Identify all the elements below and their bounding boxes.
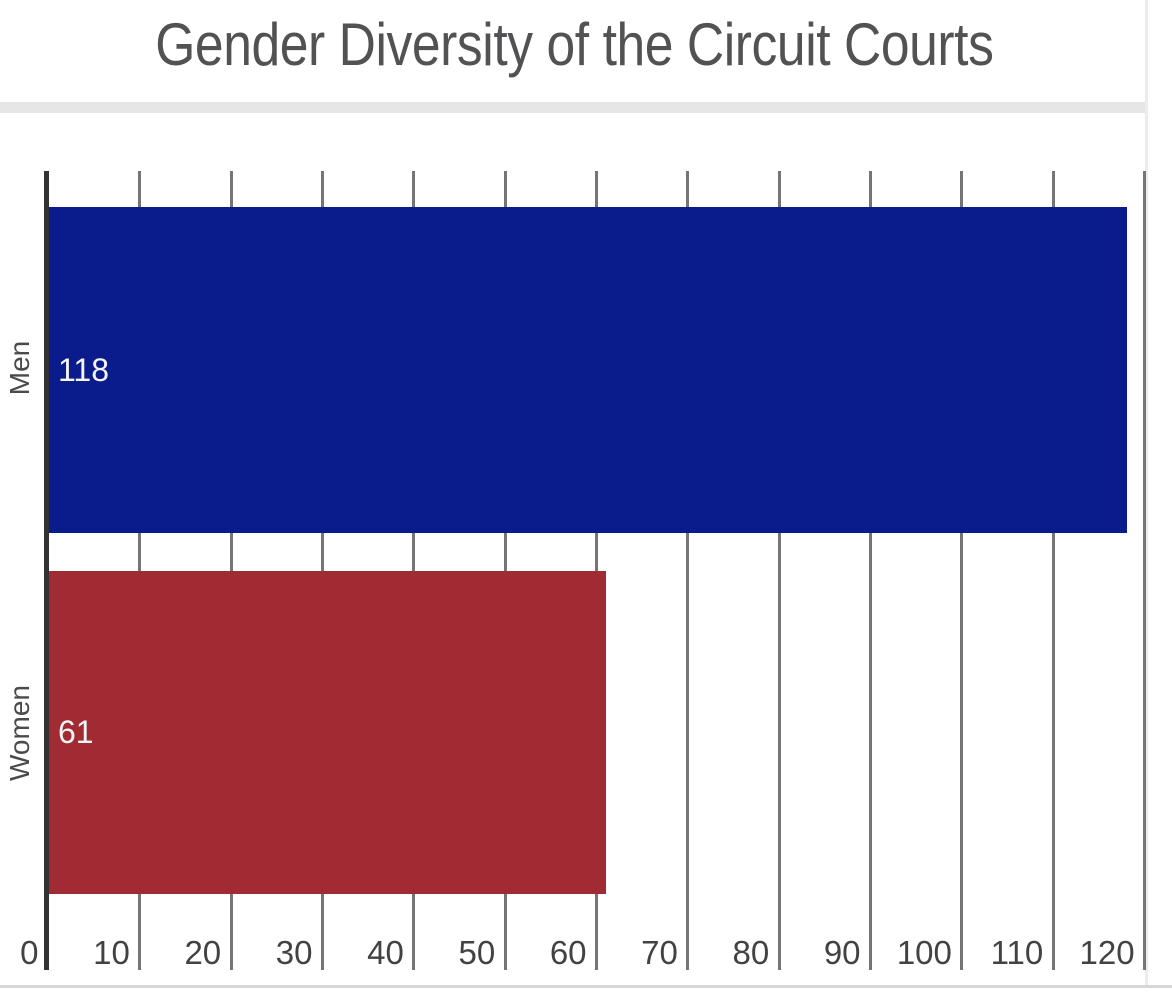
bar-men[interactable]: 118 [49, 207, 1127, 533]
x-gridline-100 [960, 171, 964, 970]
x-tick-label-70: 70 [641, 934, 678, 971]
x-tick-label-10: 10 [93, 934, 130, 971]
x-tick-label-60: 60 [549, 934, 587, 971]
x-tick-label-80: 80 [732, 934, 770, 971]
x-gridline-60 [595, 171, 599, 970]
x-tick-label-90: 90 [823, 934, 861, 971]
x-gridline-80 [777, 171, 781, 970]
category-label-women: Women [4, 685, 35, 781]
bottom-border-line [0, 985, 1172, 988]
x-tick-label-100: 100 [896, 934, 952, 971]
bar-value-label-men: 118 [58, 351, 110, 388]
y-axis-line [44, 171, 49, 970]
bar-value-label-women: 61 [58, 714, 94, 750]
x-tick-label-0: 0 [20, 934, 39, 971]
x-gridline-20 [229, 171, 233, 970]
header-divider [0, 102, 1146, 113]
x-gridline-30 [321, 171, 325, 970]
x-tick-label-30: 30 [275, 934, 313, 971]
right-border-line [1145, 0, 1148, 986]
x-gridline-110 [1051, 171, 1055, 970]
plot-area: 118 61 Men Women 0 10 20 30 40 50 60 70 80 90 100 1… [0, 171, 1172, 970]
x-tick-label-110: 110 [990, 934, 1044, 971]
chart-title: Gender Diversity of the Circuit Courts [0, 12, 1148, 78]
chart-title-text: Gender Diversity of the Circuit Courts [154, 11, 994, 78]
x-tick-label-20: 20 [184, 934, 222, 971]
x-gridline-50 [503, 171, 507, 970]
x-gridline-120 [1143, 171, 1147, 970]
category-label-men: Men [4, 340, 35, 396]
x-tick-label-40: 40 [367, 934, 404, 971]
x-gridline-10 [138, 171, 142, 970]
x-tick-label-50: 50 [458, 934, 496, 971]
x-gridline-40 [412, 171, 416, 970]
x-tick-label-120: 120 [1079, 934, 1135, 971]
x-gridline-70 [686, 171, 690, 970]
x-gridline-90 [869, 171, 873, 970]
bar-women[interactable]: 61 [49, 571, 606, 894]
